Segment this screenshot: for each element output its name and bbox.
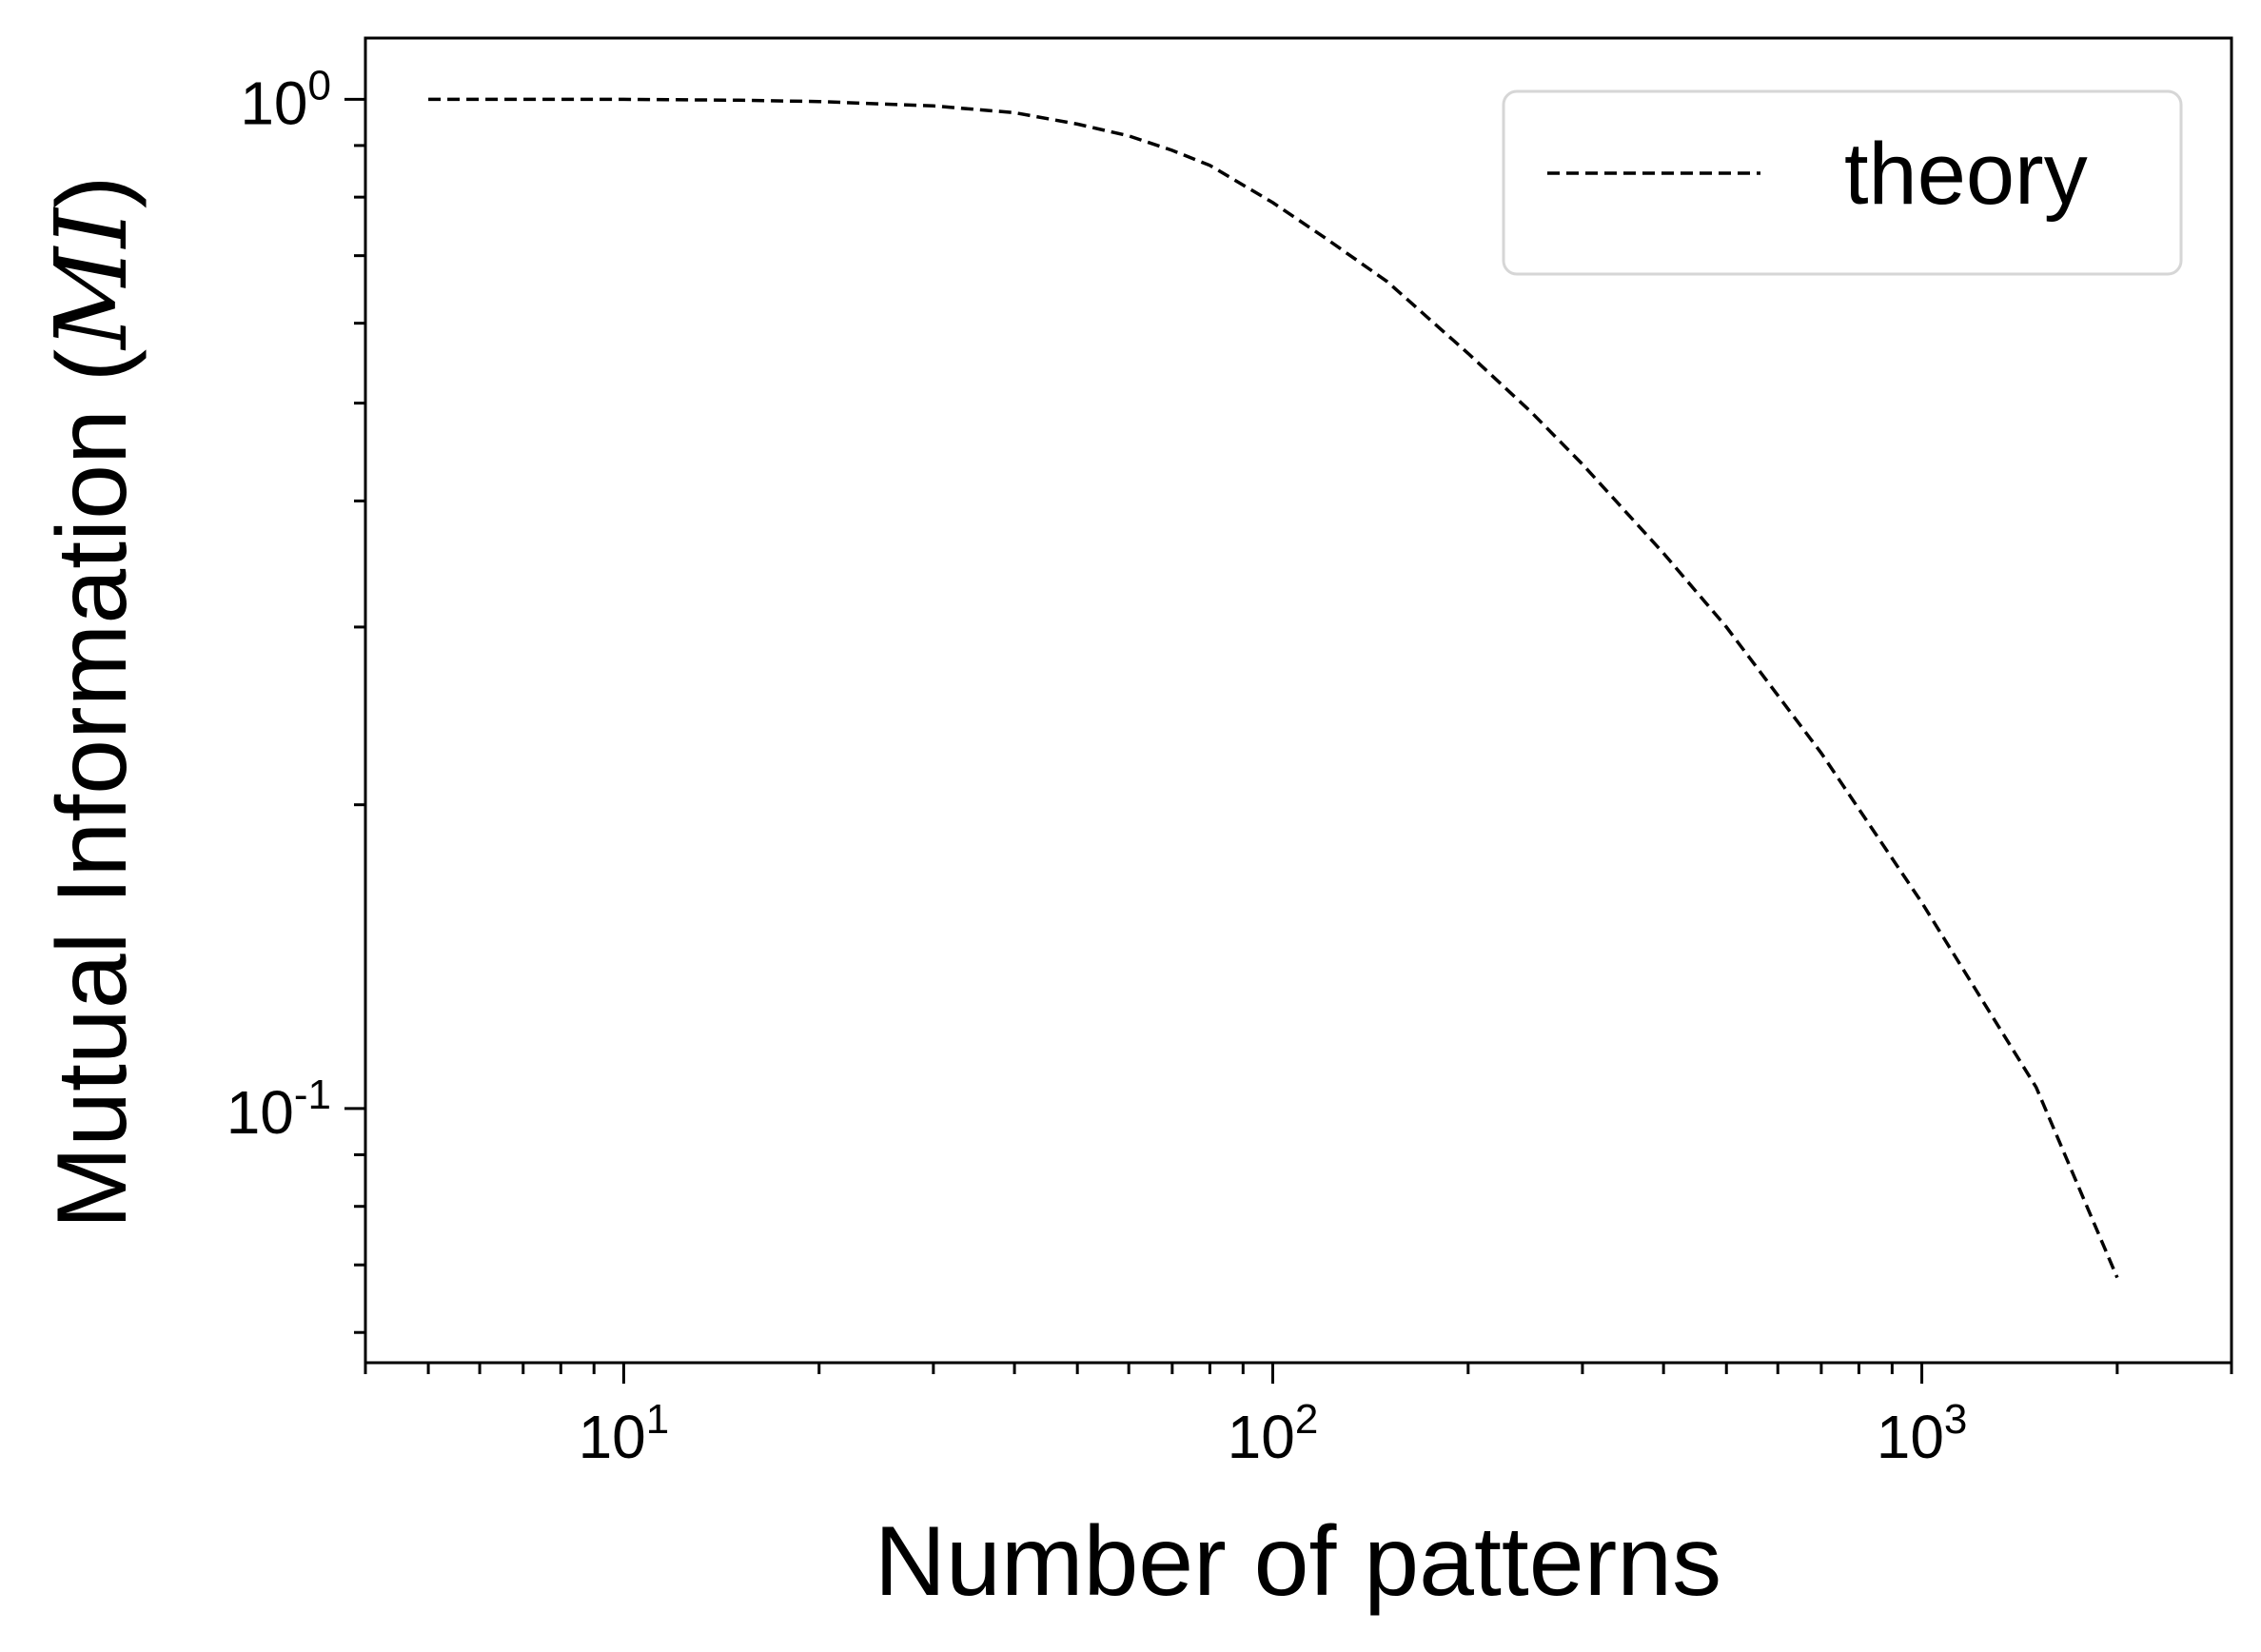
y-axis-label: Mutual Information (MI): [33, 175, 149, 1229]
series-line-theory: [428, 97, 2119, 1279]
legend-entry-theory: theory: [1844, 126, 2088, 223]
legend-box: [1502, 89, 2183, 276]
x-tick-label: 103: [1877, 1396, 1968, 1471]
plot-frame: [364, 36, 2233, 1365]
x-tick-label: 101: [579, 1396, 670, 1471]
x-tick-label: 102: [1228, 1396, 1319, 1471]
plot-layer: [428, 97, 2119, 1279]
y-axis-label-text: Mutual Information (: [37, 348, 147, 1229]
axes-layer: 101 102 103 100 10-1: [226, 62, 2233, 1471]
y-tick-label: 100: [240, 62, 331, 137]
y-tick-label: 10-1: [226, 1072, 331, 1147]
y-axis-label-close: ): [37, 175, 147, 208]
x-axis-label: Number of patterns: [875, 1506, 1721, 1617]
y-axis-label-math: MI: [33, 206, 149, 350]
legend: theory: [1502, 89, 2183, 276]
